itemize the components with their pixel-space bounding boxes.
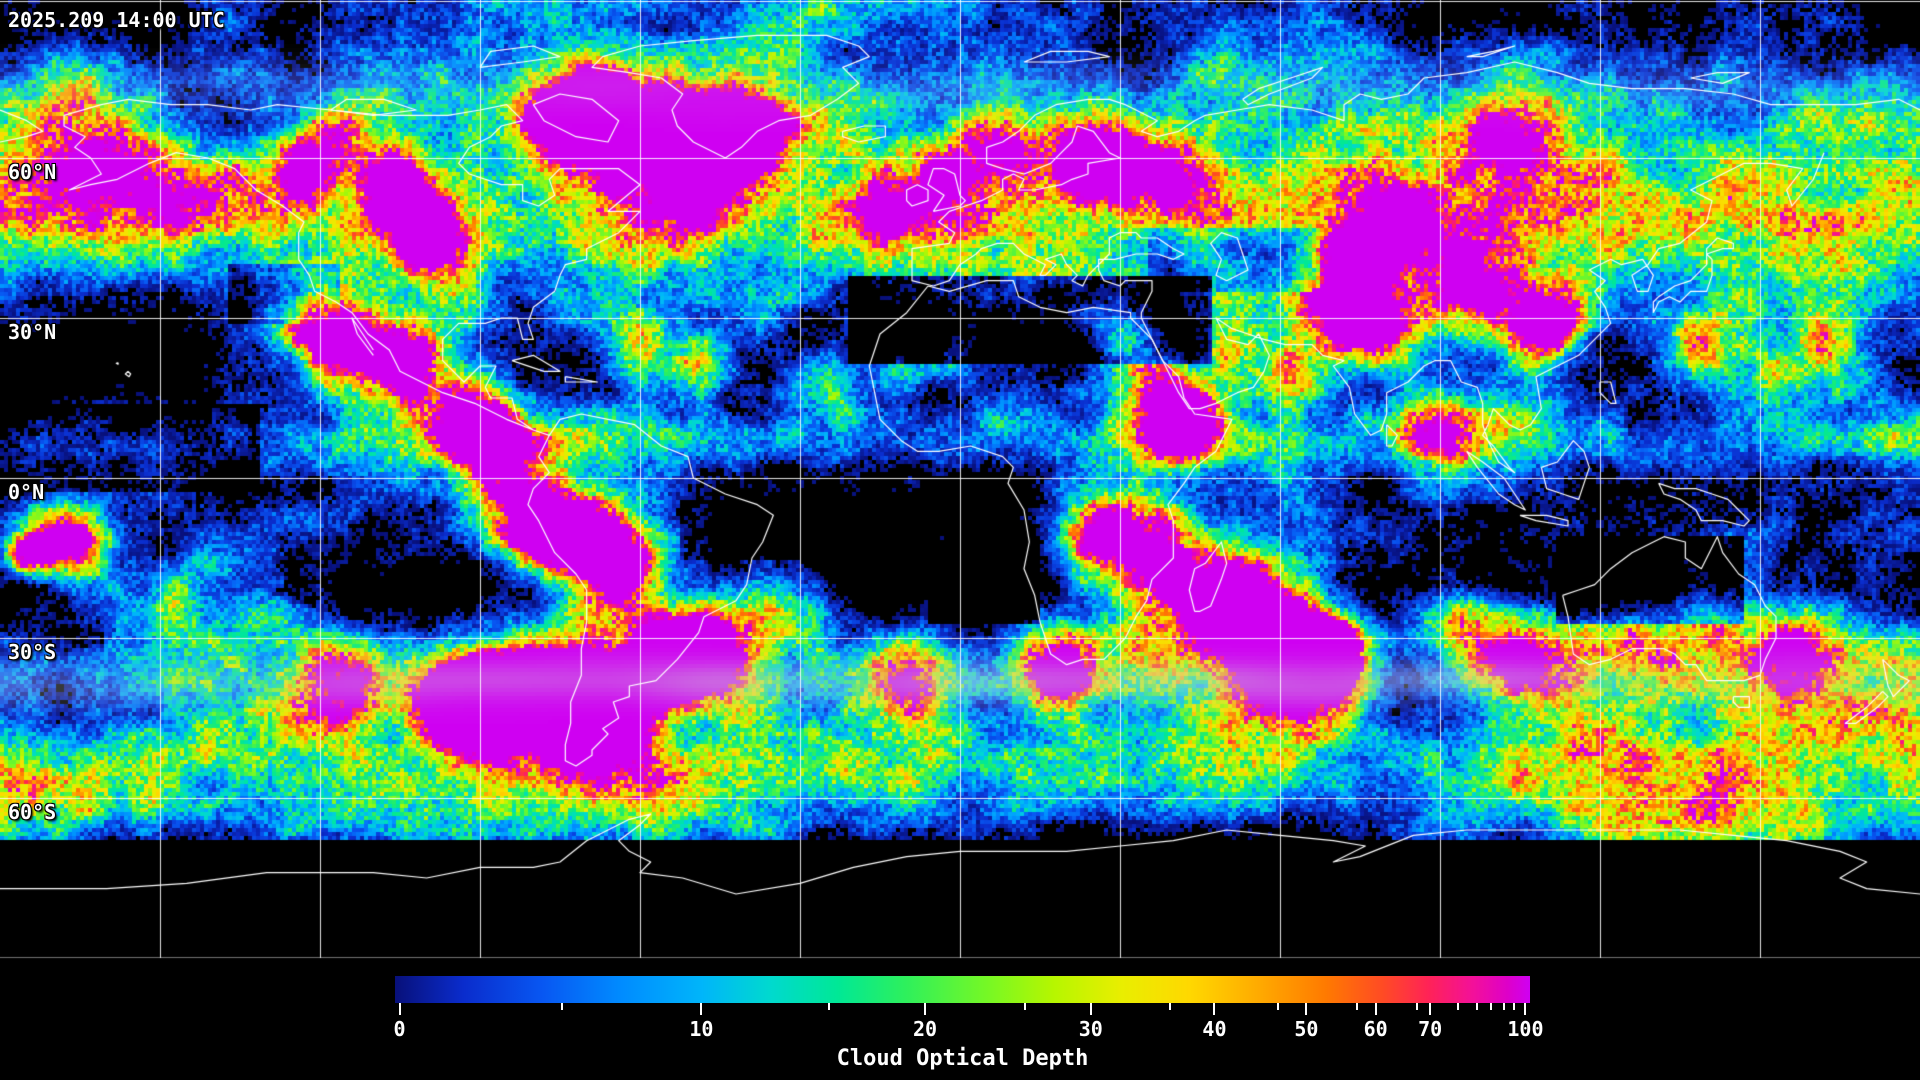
colorbar-major-tick [1089,1003,1092,1015]
lat-label-60s: 60°S [8,800,57,824]
colorbar-minor-tick [1475,1003,1478,1010]
colorbar-gradient [395,976,1530,1003]
colorbar-minor-tick [1502,1003,1505,1010]
colorbar-tick-label-10: 10 [689,1017,714,1041]
colorbar-minor-tick [827,1003,830,1010]
lat-label-30s: 30°S [8,640,57,664]
colorbar-tick-label-70: 70 [1418,1017,1443,1041]
colorbar-minor-tick [1513,1003,1516,1010]
colorbar-minor-tick [560,1003,563,1010]
colorbar-major-tick [700,1003,703,1015]
colorbar-major-tick [1213,1003,1216,1015]
colorbar-minor-tick [1457,1003,1460,1010]
colorbar-major-tick [1524,1003,1527,1015]
colorbar-minor-tick [1415,1003,1418,1010]
colorbar-minor-tick [1277,1003,1280,1010]
colorbar-tick-label-60: 60 [1363,1017,1388,1041]
colorbar-tick-label-0: 0 [393,1017,406,1041]
lat-label-0n: 0°N [8,480,45,504]
colorbar-minor-tick [1356,1003,1359,1010]
colorbar-major-tick [1374,1003,1377,1015]
colorbar-major-tick [1305,1003,1308,1015]
colorbar-major-tick [398,1003,401,1015]
timestamp-label: 2025.209 14:00 UTC [8,8,225,32]
colorbar-major-tick [1429,1003,1432,1015]
lat-label-30n: 30°N [8,320,57,344]
colorbar-tick-label-40: 40 [1202,1017,1227,1041]
colorbar-tick-label-20: 20 [912,1017,938,1041]
colorbar-tick-label-30: 30 [1078,1017,1103,1041]
colorbar [395,976,1530,1003]
colorbar-tick-label-50: 50 [1294,1017,1319,1041]
colorbar-major-tick [924,1003,927,1015]
colorbar-title: Cloud Optical Depth [836,1046,1089,1071]
colorbar-minor-tick [1169,1003,1172,1010]
colorbar-minor-tick [1490,1003,1493,1010]
colorbar-tick-label-100: 100 [1507,1017,1544,1041]
lat-label-60n: 60°N [8,160,57,184]
colorbar-minor-tick [1023,1003,1026,1010]
